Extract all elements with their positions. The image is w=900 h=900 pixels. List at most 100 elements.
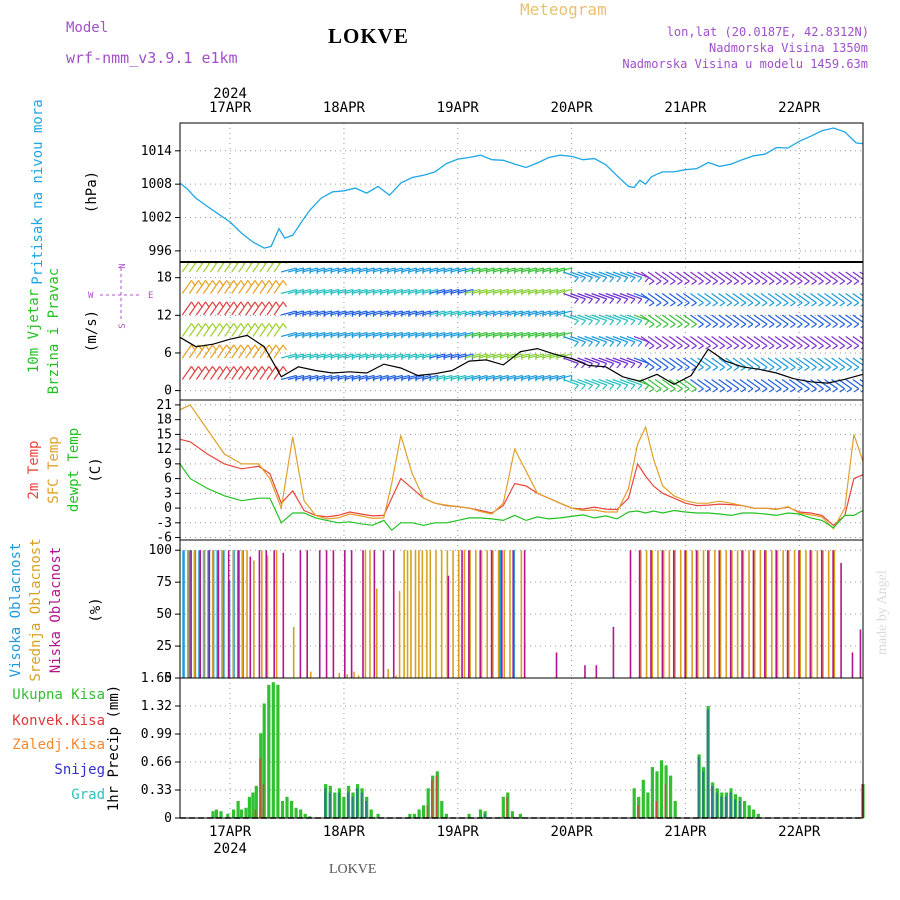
precip-snow-bar [697,756,700,818]
precip-total-bar [239,809,244,818]
wind-barb-flag [478,332,481,339]
wind-barb [181,366,192,380]
wind-barb [795,293,810,304]
wind-barb [429,267,445,273]
wind-barb-flag [768,323,775,329]
top-year-label: 2024 [213,86,247,102]
wind-barb-flag [609,298,615,304]
wind-barb-flag [401,289,403,296]
wind-barb [831,271,846,282]
wind-barb [450,288,467,295]
wind-dir-south: S [118,323,128,328]
wind-barb-flag [648,388,655,393]
wind-barb-flag [443,267,446,274]
wind-barb-flag [464,310,467,317]
wind-barb-flag [351,310,354,317]
wind-barb [415,374,431,381]
wind-barb [499,310,516,316]
wind-barb [683,379,697,390]
wind-barb [372,288,389,295]
wind-barb-flag [789,323,796,329]
wind-barb-flag [623,277,629,283]
wind-barb-flag [691,302,697,307]
wind-barb [704,336,719,347]
wind-barb [245,366,256,380]
wind-barb-flag [825,323,831,329]
wind-barb-flag [330,353,333,360]
wind-barb-flag [630,341,636,347]
wind-barb [697,357,711,368]
wind-barb [188,366,199,380]
wind-barb [810,379,824,390]
wind-barb [549,374,565,381]
wind-barb-flag [747,280,754,285]
wind-barb [492,267,509,273]
wind-barb [845,379,860,390]
wind-barb-flag [380,289,382,296]
wind-barb [527,374,544,381]
wind-barb-flag [726,323,733,329]
wind-barb [626,335,643,343]
wind-barb [767,293,782,304]
wind-barb [803,271,817,282]
wind-barb [379,331,396,338]
wind-barb-flag [408,289,411,296]
wind-barb-flag [775,280,782,286]
top-date-tick-label: 17APR [209,100,252,116]
wind-barb-flag [415,332,418,339]
wind-barb [718,293,733,304]
wind-barb [330,353,347,359]
wind-barb [824,314,838,325]
temp-tick-label: 18 [156,413,172,428]
precip-total-bar [231,809,236,818]
wind-barb [429,288,445,295]
wind-barb-flag [549,289,552,296]
wind-barb [393,310,410,316]
wind-barb-flag [394,289,396,296]
wind-barb [767,271,782,282]
wind-barb-flag [344,310,347,317]
wind-barb-flag [365,353,368,360]
wind-barb [464,267,481,273]
wind-barb [668,293,683,304]
wind-barb-flag [330,332,333,339]
precip-total-bar [673,801,677,818]
wind-barb [464,288,481,295]
wind-barb-flag [574,298,579,304]
cloud-tick-label: 25 [156,639,172,654]
wind-barb [259,280,270,294]
wind-barb [591,378,607,386]
wind-barb-flag [302,332,305,339]
wind-barb-flag [471,289,474,296]
wind-barb-flag [804,323,810,329]
wind-barb [231,323,242,337]
wind-barb [690,336,704,347]
wind-barb-flag [394,310,396,317]
wind-barb [386,331,403,338]
wind-barb [358,353,375,359]
wind-barb-flag [860,368,863,372]
wind-barb [358,267,375,273]
wind-barb [817,271,831,282]
wind-barb-flag [219,344,224,351]
wind-barb-flag [588,298,593,304]
wind-barb-flag [542,267,545,274]
wind-barb [640,314,655,325]
wind-barb-flag [782,280,789,286]
wind-barb-flag [500,310,502,317]
wind-barb-flag [387,332,389,339]
wind-barb [457,310,474,316]
precip-total-bar [219,811,223,818]
wind-barb-flag [514,332,516,339]
wind-barb-flag [387,375,389,382]
wind-barb [817,336,831,347]
wind-barb-flag [691,388,697,393]
wind-barb [358,374,375,381]
wind-barb [852,379,863,388]
wind-barb [612,378,629,386]
wind-barb [252,366,263,380]
wind-barb [647,314,662,325]
wind-barb-flag [422,332,425,339]
wind-barb [612,357,629,365]
wind-barb [202,323,214,337]
